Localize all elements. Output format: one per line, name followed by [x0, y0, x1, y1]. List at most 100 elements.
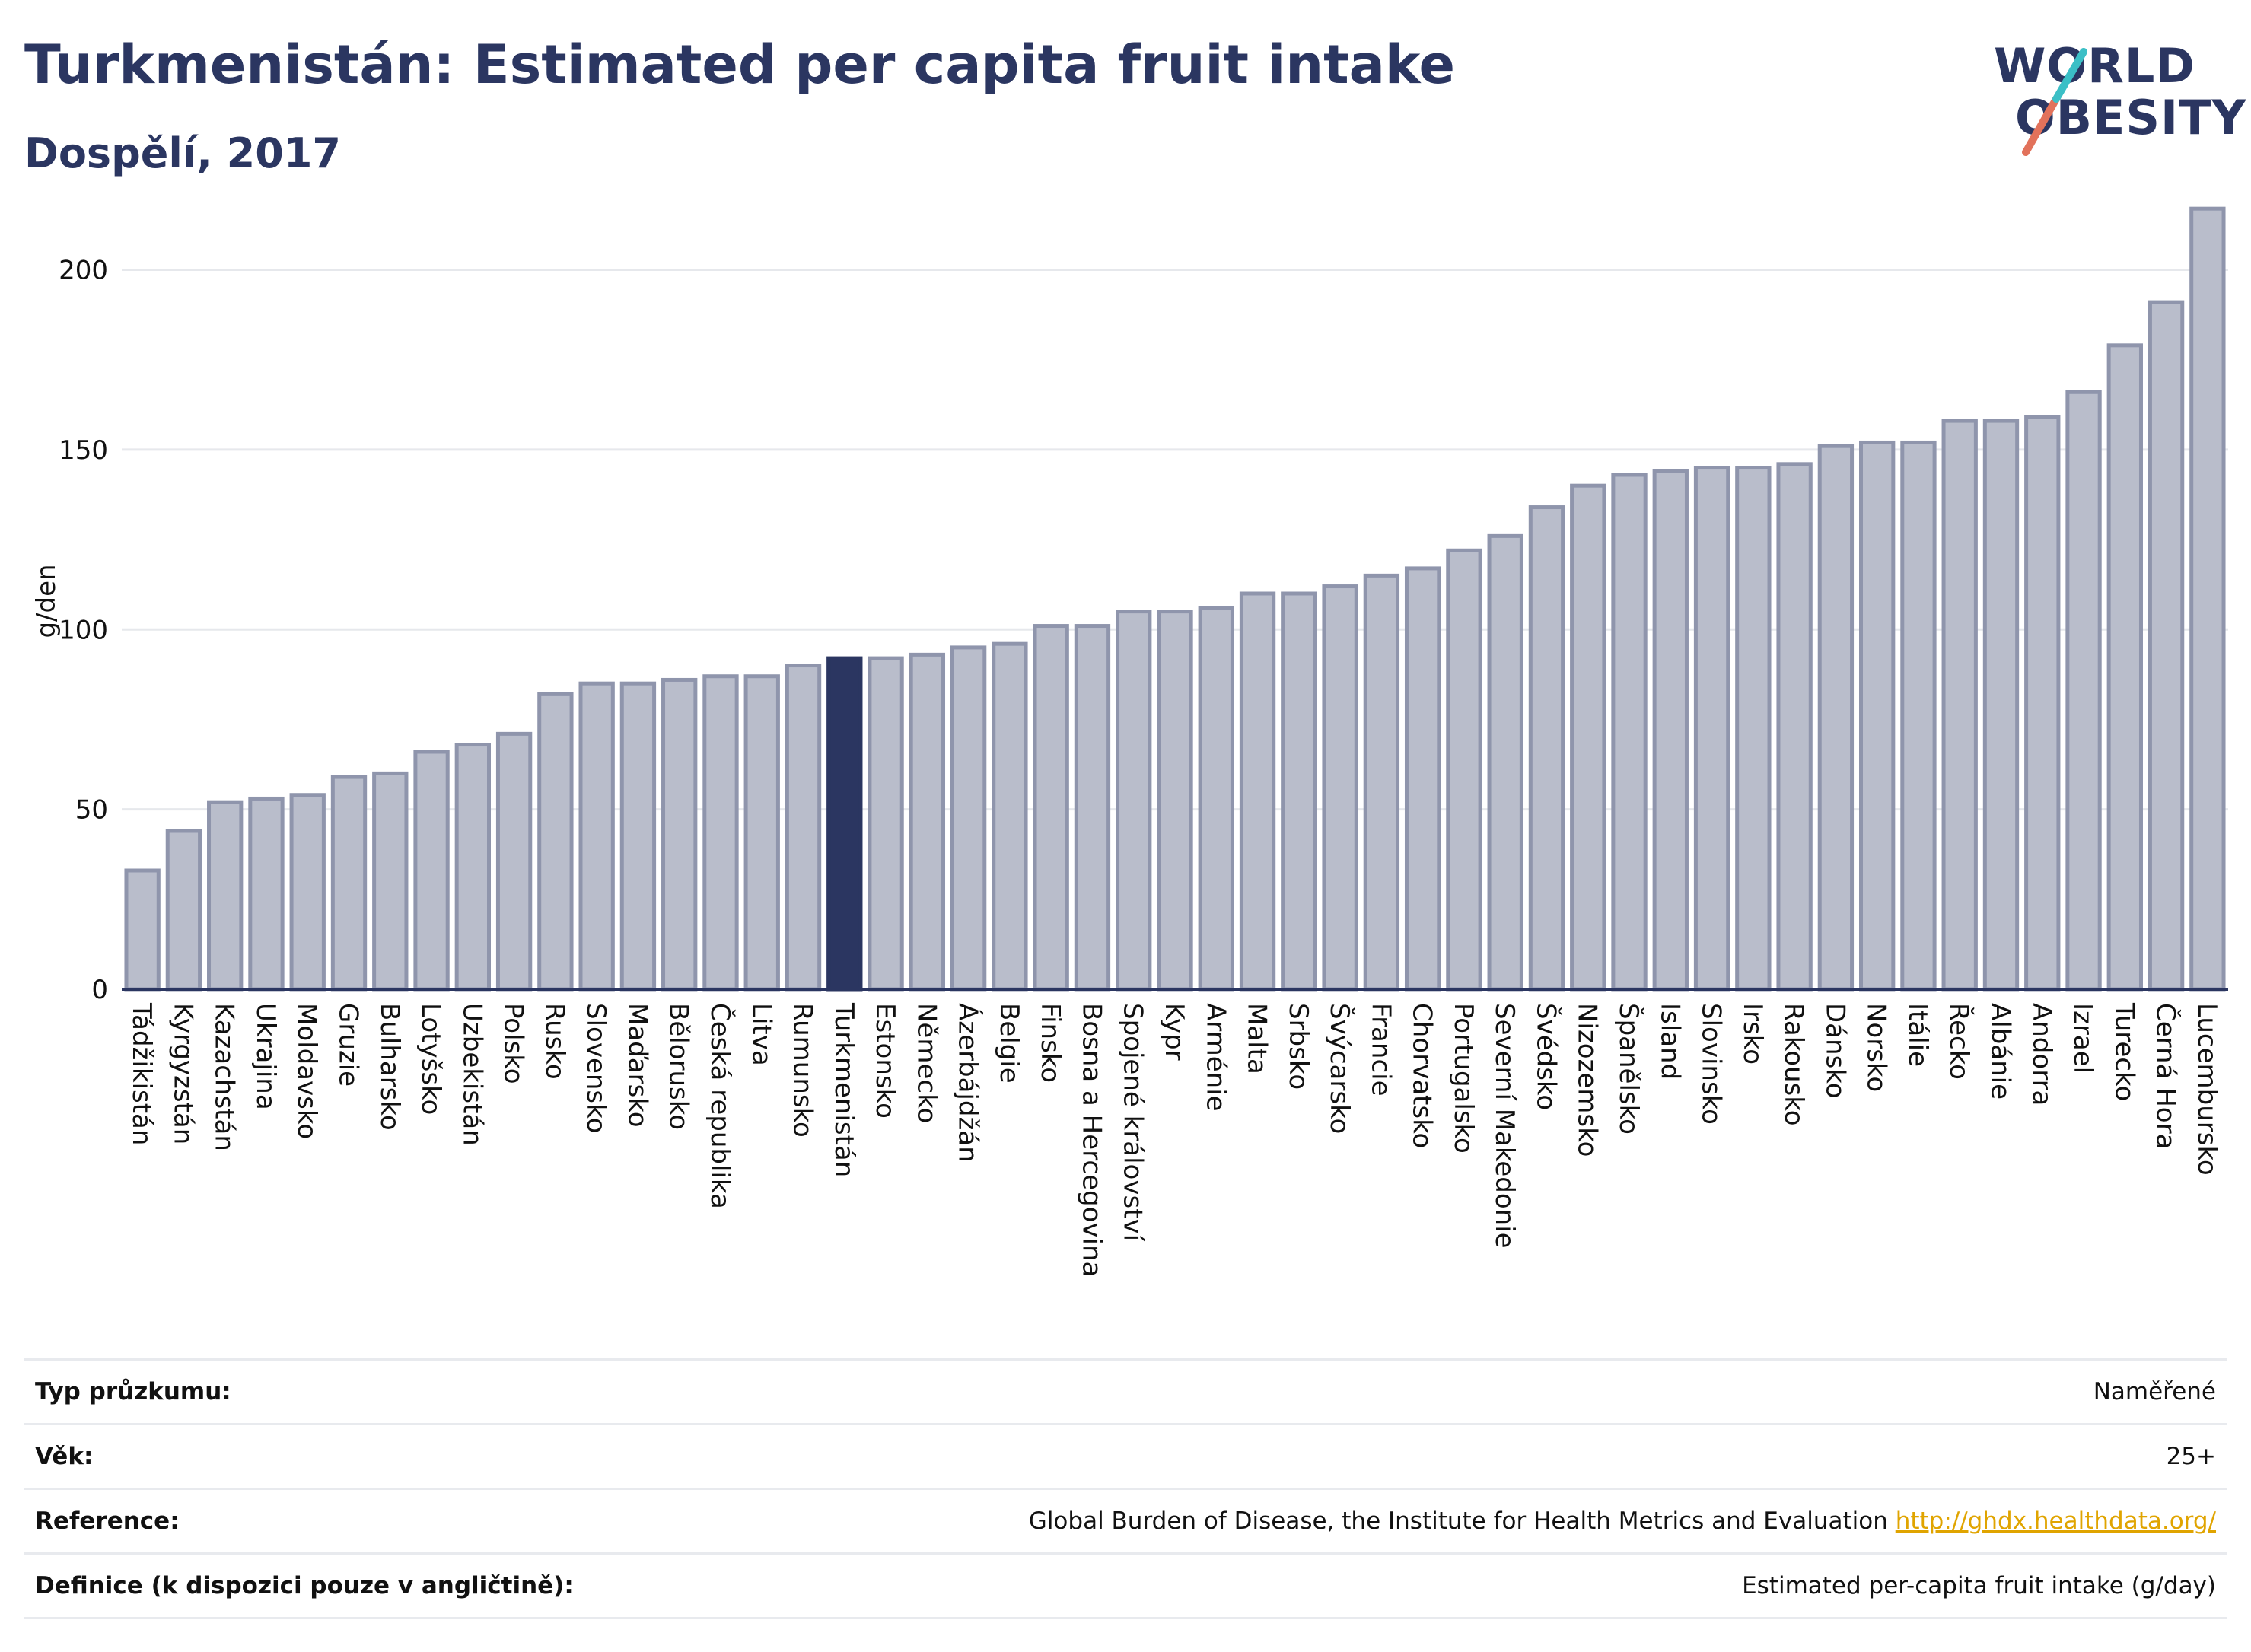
x-tick-label: Rumunsko: [788, 1003, 818, 1138]
x-tick-label: Irsko: [1737, 1003, 1768, 1065]
bar: [372, 771, 409, 992]
x-tick-label: Kypr: [1159, 1003, 1189, 1061]
y-tick-label: 0: [91, 975, 108, 1005]
meta-value: Estimated per-capita fruit intake (g/day…: [1742, 1572, 2216, 1599]
reference-link[interactable]: http://ghdx.healthdata.org/: [1895, 1507, 2216, 1535]
x-tick-label: Malta: [1242, 1003, 1272, 1074]
bar: [2148, 300, 2185, 992]
meta-row-survey-type: Typ průzkumu: Naměřené: [24, 1358, 2227, 1423]
page-title: Turkmenistán: Estimated per capita fruit…: [24, 33, 1455, 96]
x-tick-label: Lucembursko: [2192, 1003, 2222, 1176]
meta-row-definition: Definice (k dispozici pouze v angličtině…: [24, 1552, 2227, 1619]
x-tick-label: Francie: [1365, 1003, 1396, 1097]
bar: [1693, 466, 1730, 992]
bar: [1570, 483, 1606, 992]
meta-label: Typ průzkumu:: [35, 1378, 231, 1405]
bar: [619, 681, 657, 992]
bar: [1281, 591, 1317, 992]
x-tick-label: Nizozemsko: [1572, 1003, 1603, 1157]
logo-line1: WORLD: [1994, 38, 2195, 94]
x-tick-label: Portugalsko: [1448, 1003, 1479, 1154]
bar: [1239, 591, 1276, 992]
bar: [1776, 462, 1813, 992]
x-tick-label: Turecko: [2109, 1002, 2139, 1101]
bar: [1322, 584, 1358, 992]
meta-value: 25+: [2166, 1443, 2216, 1470]
x-tick-label: Arménie: [1200, 1003, 1231, 1112]
y-axis-label: g/den: [31, 564, 62, 638]
bar: [578, 681, 615, 992]
x-tick-label: Kazachstán: [209, 1003, 240, 1151]
x-tick-label: Ukrajina: [250, 1003, 281, 1110]
bar: [1528, 505, 1565, 992]
x-tick-label: Rakousko: [1778, 1003, 1809, 1126]
page-subtitle: Dospělí, 2017: [24, 129, 341, 177]
x-tick-label: Belgie: [994, 1003, 1024, 1084]
x-tick-label: Německo: [911, 1003, 941, 1123]
x-tick-label: Česká republika: [705, 1003, 736, 1209]
y-tick-label: 200: [59, 256, 108, 286]
bar: [826, 656, 863, 992]
x-tick-label: Rusko: [540, 1003, 570, 1080]
reference-text: Global Burden of Disease, the Institute …: [1028, 1507, 1888, 1535]
bar: [1858, 440, 1896, 992]
bar: [1900, 440, 1937, 992]
x-tick-label: Finsko: [1035, 1003, 1065, 1083]
bar-chart: 0 50 100 150 200 g/den Tádžikistán Kyrgyzstán Ka…: [31, 206, 2228, 1277]
bar: [1941, 419, 1978, 992]
bar: [868, 656, 904, 992]
bar: [1404, 566, 1441, 992]
bar: [1652, 469, 1689, 992]
bar: [661, 677, 698, 992]
bar: [2189, 206, 2226, 992]
bar: [1735, 466, 1772, 992]
bar: [1157, 610, 1193, 992]
bar: [248, 796, 285, 992]
bar: [1074, 624, 1111, 992]
x-tick-label: Izrael: [2068, 1003, 2098, 1074]
x-tick-label: Island: [1654, 1003, 1685, 1080]
metadata-table: Typ průzkumu: Naměřené Věk: 25+ Referenc…: [24, 1358, 2227, 1619]
x-tick-label: Gruzie: [333, 1003, 364, 1087]
bar: [1198, 606, 1234, 992]
x-tick-label: Severní Makedonie: [1489, 1003, 1520, 1249]
bar: [950, 645, 987, 992]
y-tick-label: 100: [59, 615, 108, 645]
bar: [330, 775, 368, 992]
x-tick-label: Bosna a Hercegovina: [1076, 1003, 1106, 1277]
x-tick-label: Slovensko: [581, 1003, 611, 1133]
bar: [1982, 419, 2020, 992]
x-tick-label: Dánsko: [1820, 1003, 1850, 1099]
y-tick-label: 150: [59, 435, 108, 466]
bar: [495, 731, 533, 992]
x-tick-label: Řecko: [1944, 1003, 1975, 1080]
meta-label: Věk:: [35, 1443, 94, 1470]
bar: [1116, 610, 1152, 992]
x-tick-label: Andorra: [2027, 1003, 2057, 1106]
meta-row-age: Věk: 25+: [24, 1423, 2227, 1488]
bar: [454, 743, 492, 992]
x-tick-label: Švýcarsko: [1324, 1003, 1355, 1134]
bar: [1446, 548, 1482, 992]
x-tick-label: Polsko: [498, 1003, 529, 1084]
x-tick-label: Bělorusko: [664, 1003, 694, 1130]
x-tick-label: Tádžikistán: [126, 1002, 157, 1145]
x-tick-label: Uzbekistán: [457, 1003, 487, 1146]
x-tick-label: Estonsko: [870, 1003, 900, 1119]
x-tick-label: Srbsko: [1283, 1003, 1313, 1090]
x-tick-label: Itálie: [1902, 1003, 1933, 1067]
logo-slash-icon: [2022, 48, 2087, 156]
bar: [743, 674, 780, 992]
bar: [1363, 573, 1400, 992]
bar: [124, 868, 161, 992]
bar: [165, 829, 202, 992]
meta-label: Definice (k dispozici pouze v angličtině…: [35, 1572, 574, 1599]
bar: [2106, 343, 2143, 992]
bar: [992, 641, 1028, 992]
x-tick-label: Černá Hora: [2151, 1003, 2182, 1149]
world-obesity-logo: WORLD OBESITY: [1994, 30, 2246, 160]
bar: [702, 674, 739, 992]
bar: [289, 793, 326, 992]
x-tick-label: Litva: [746, 1003, 776, 1066]
x-tick-label: Moldavsko: [291, 1003, 322, 1139]
